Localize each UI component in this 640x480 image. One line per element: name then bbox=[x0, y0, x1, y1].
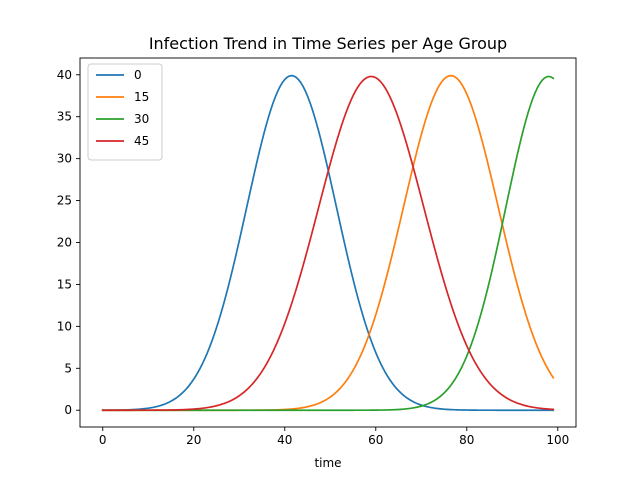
y-tick-label: 25 bbox=[57, 194, 72, 208]
legend-label-15: 15 bbox=[134, 90, 149, 104]
series-line-30 bbox=[101, 75, 555, 412]
y-tick-label: 20 bbox=[57, 236, 72, 250]
x-tick-label: 100 bbox=[546, 433, 569, 447]
series-line-45 bbox=[101, 75, 555, 412]
chart-title: Infection Trend in Time Series per Age G… bbox=[149, 34, 507, 53]
y-tick-label: 30 bbox=[57, 152, 72, 166]
y-tick-label: 35 bbox=[57, 110, 72, 124]
legend-label-45: 45 bbox=[134, 134, 149, 148]
legend-label-30: 30 bbox=[134, 112, 149, 126]
y-tick-label: 15 bbox=[57, 277, 72, 291]
x-tick-label: 60 bbox=[368, 433, 383, 447]
x-tick-label: 0 bbox=[99, 433, 107, 447]
y-tick-label: 5 bbox=[64, 361, 72, 375]
series-line-0 bbox=[101, 74, 555, 412]
y-tick-label: 40 bbox=[57, 68, 72, 82]
x-tick-label: 20 bbox=[186, 433, 201, 447]
legend: 0 15 30 45 bbox=[87, 63, 163, 161]
x-tick-label: 80 bbox=[459, 433, 474, 447]
tick-marks: 0 20 40 60 80 100 0 5 10 15 20 25 30 35 40 bbox=[57, 68, 570, 447]
x-axis-label: time bbox=[314, 456, 341, 470]
legend-box bbox=[87, 63, 163, 161]
legend-label-0: 0 bbox=[134, 68, 142, 82]
series-line-15 bbox=[101, 74, 555, 412]
y-tick-label: 0 bbox=[64, 403, 72, 417]
series-layer bbox=[101, 74, 555, 412]
y-tick-label: 10 bbox=[57, 319, 72, 333]
x-tick-label: 40 bbox=[277, 433, 292, 447]
